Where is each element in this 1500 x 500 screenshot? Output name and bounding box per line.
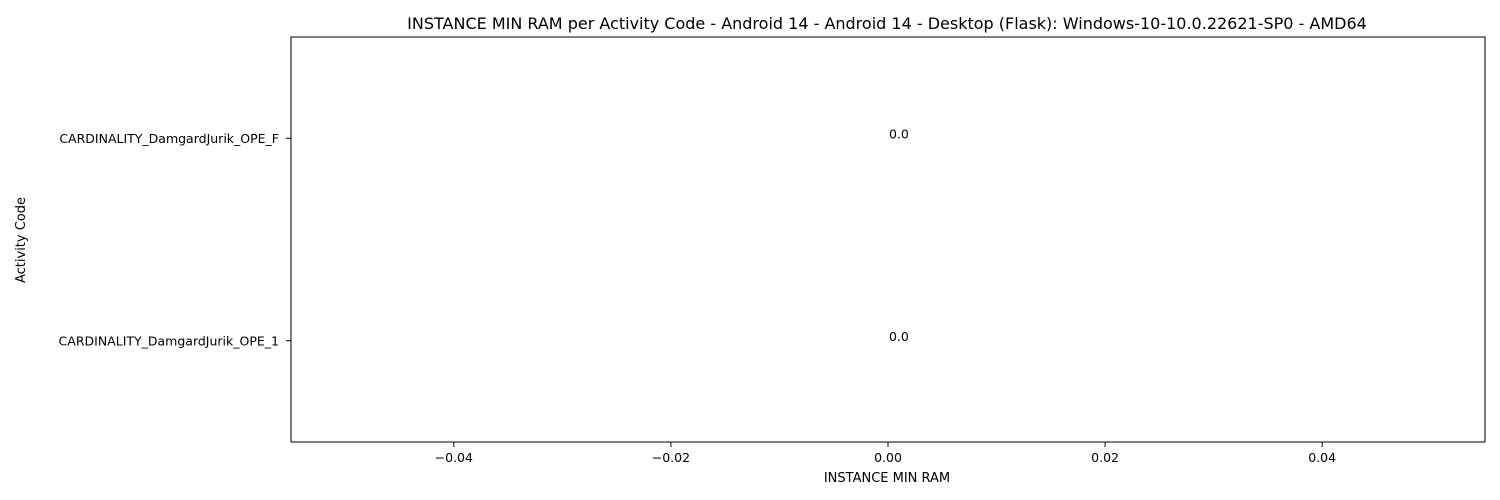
x-axis-label: INSTANCE MIN RAM: [824, 471, 950, 486]
x-tick-label: 0.02: [1091, 450, 1119, 465]
chart-title: INSTANCE MIN RAM per Activity Code - And…: [407, 14, 1367, 33]
data-label: 0.0: [889, 126, 909, 141]
x-tick-label: −0.04: [435, 450, 473, 465]
y-axis: CARDINALITY_DamgardJurik_OPE_F CARDINALIT…: [59, 131, 291, 348]
y-tick-label: CARDINALITY_DamgardJurik_OPE_F: [59, 131, 279, 146]
y-tick-label: CARDINALITY_DamgardJurik_OPE_1: [59, 333, 279, 348]
data-labels: 0.0 0.0: [889, 126, 909, 344]
x-axis: −0.04 −0.02 0.00 0.02 0.04: [435, 442, 1336, 465]
y-axis-label: Activity Code: [14, 197, 29, 283]
plot-area-frame: [290, 36, 1486, 443]
x-tick-label: 0.04: [1308, 450, 1336, 465]
data-label: 0.0: [889, 329, 909, 344]
x-tick-label: −0.02: [652, 450, 690, 465]
x-tick-label: 0.00: [874, 450, 902, 465]
